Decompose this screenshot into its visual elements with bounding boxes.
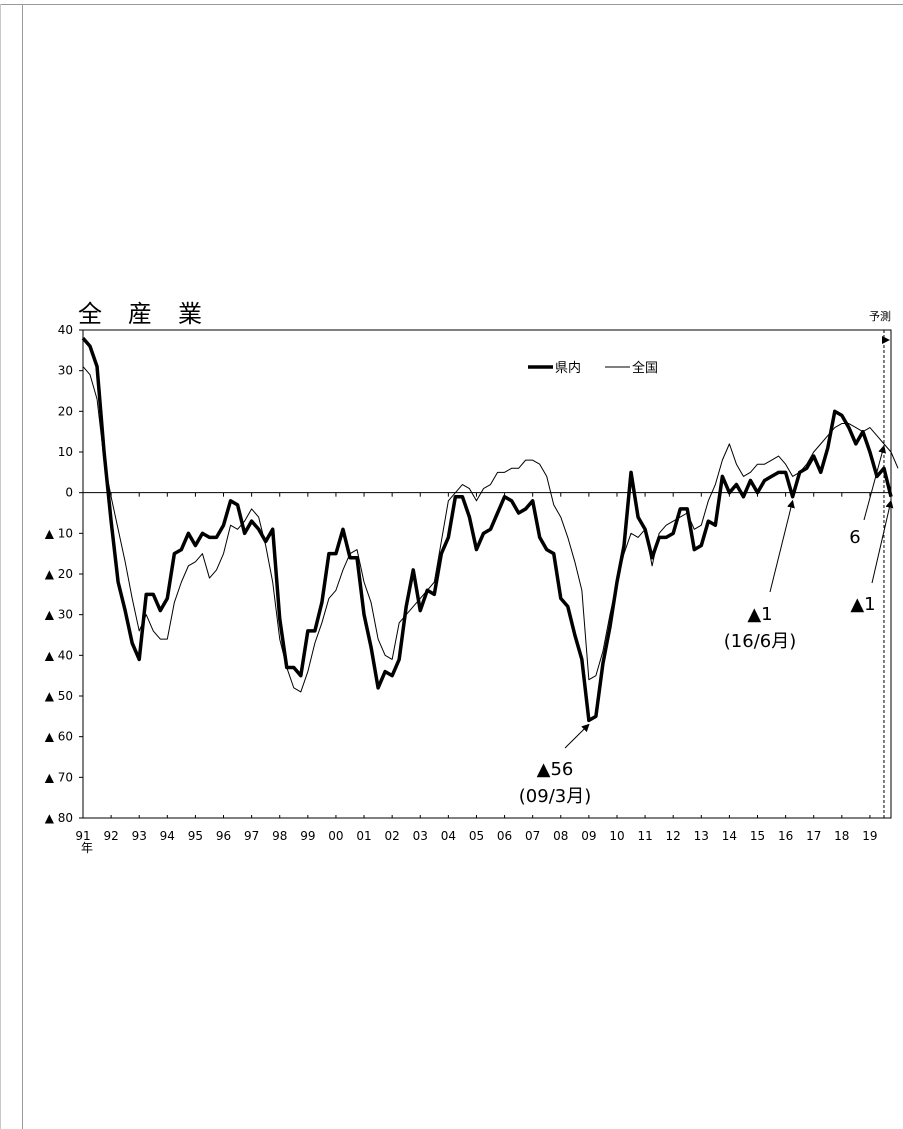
x-tick-label: 96 [216,829,231,843]
annotation-date: (16/6月) [724,631,796,652]
y-tick-label: 0 [65,486,73,500]
x-unit-label: 年 [81,841,93,855]
annotation-arrow [769,499,795,593]
y-tick-label: ▲ 20 [45,567,73,581]
x-tick-label: 05 [469,829,484,843]
x-tick-label: 14 [722,829,737,843]
y-tick-label: ▲ 40 [45,648,73,662]
annotation-arrow [564,723,590,749]
x-tick-label: 03 [413,829,428,843]
y-tick-label: ▲ 10 [45,526,73,540]
x-tick-label: 98 [272,829,287,843]
x-tick-label: 11 [637,829,652,843]
plot-area: 40 30 20 10 0 ▲ 10 ▲ 20 ▲ 30 ▲ 40 ▲ 50 ▲ 60 ▲ 70 ▲ 8… [45,323,899,843]
annotation-value: ▲56 [537,759,574,780]
plot-frame [82,329,892,819]
x-tick-label: 19 [862,829,877,843]
top-border [0,4,903,5]
y-tick-label: 20 [58,404,73,418]
annotation-value: ▲1 [747,604,772,625]
x-tick-label: 99 [300,829,315,843]
x-tick-label: 97 [244,829,259,843]
x-tick-label: 01 [356,829,371,843]
y-tick-label: ▲ 70 [45,770,73,784]
y-tick-label: 10 [58,445,73,459]
x-tick-label: 15 [750,829,765,843]
x-tick-label: 92 [103,829,118,843]
legend-label-kennai: 県内 [555,360,581,376]
chart-title: 全産業 [78,300,228,328]
y-tick-label: ▲ 50 [45,689,73,703]
x-tick-label: 93 [132,829,147,843]
x-tick-label: 13 [694,829,709,843]
legend-label-zenkoku: 全国 [632,360,658,376]
y-tick-label: ▲ 60 [45,730,73,744]
legend: 県内 全国 [528,360,658,376]
forecast-label: 予測 [869,309,891,323]
x-tick-label: 10 [609,829,624,843]
x-tick-label: 08 [553,829,568,843]
x-tick-label: 09 [581,829,596,843]
x-tick-label: 16 [778,829,793,843]
x-tick-label: 18 [834,829,849,843]
x-tick-label: 94 [160,829,175,843]
annotation-arrow [863,444,887,521]
x-tick-label: 91 [75,829,90,843]
annotation-value: ▲1 [850,594,875,615]
y-tick-label: ▲ 80 [45,811,73,825]
left-border [22,5,23,1129]
annotation-date: (09/3月) [519,786,591,807]
y-tick-label: 40 [58,323,73,337]
annotation-value: 6 [849,527,860,548]
x-tick-label: 07 [525,829,540,843]
x-tick-label: 04 [441,829,456,843]
y-tick-label: ▲ 30 [45,608,73,622]
series-line-kennai [81,336,893,723]
x-tick-label: 02 [385,829,400,843]
annotation-arrow [871,499,894,584]
x-tick-label: 00 [328,829,343,843]
x-tick-label: 17 [806,829,821,843]
series-line-zenkoku [82,366,899,693]
x-tick-label: 95 [188,829,203,843]
outer-left-border [0,4,1,1129]
x-tick-label: 12 [666,829,681,843]
y-tick-label: 30 [58,364,73,378]
x-tick-label: 06 [497,829,512,843]
